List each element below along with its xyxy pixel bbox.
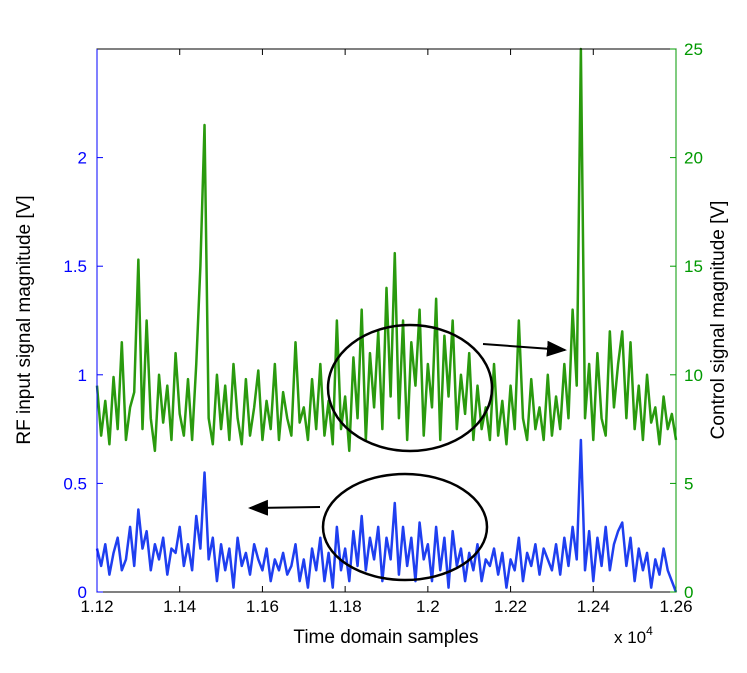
y2-tick-label: 15 [684,257,703,276]
x-multiplier-base: x 10 [614,628,646,647]
y-tick-label: 1.5 [63,257,87,276]
y-axis-label: RF input signal magnitude [V] [14,195,35,444]
series-line [95,47,678,453]
y2-tick-label: 0 [684,583,693,602]
y2-tick-label: 10 [684,366,703,385]
plot-area [95,47,678,593]
x-tick-label: 1.24 [577,597,610,616]
annotation-ellipse [326,323,494,453]
y-tick-label: 2 [78,149,87,168]
x-tick-label: 1.22 [494,597,527,616]
y-tick-label: 0.5 [63,474,87,493]
y2-tick-label: 5 [684,474,693,493]
x-tick-label: 1.14 [163,597,196,616]
annotation-arrow [248,499,321,516]
y-tick-label: 0 [78,583,87,602]
x-tick-label: 1.26 [659,597,692,616]
y2-axis-label: Control signal magnitude [V] [708,201,729,440]
x-tick-label: 1.16 [246,597,279,616]
x-multiplier: x 104 [614,624,653,647]
y2-tick-label: 25 [684,40,703,59]
series-line [95,438,678,593]
y2-tick-label: 20 [684,149,703,168]
x-axis-label: Time domain samples [293,627,478,648]
x-tick-label: 1.18 [329,597,362,616]
x-tick-label: 1.2 [416,597,440,616]
y-tick-label: 1 [78,366,87,385]
x-multiplier-exponent: 4 [646,624,653,638]
annotation-arrow [482,340,567,357]
x-tick-label: 1.12 [80,597,113,616]
annotation-ellipse [321,472,489,582]
